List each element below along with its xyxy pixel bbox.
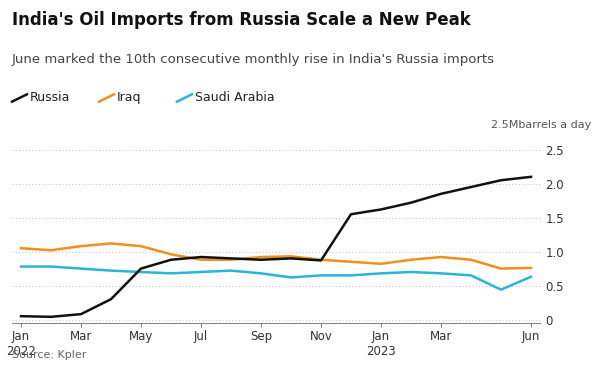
Text: 2.5Mbarrels a day: 2.5Mbarrels a day xyxy=(491,120,591,130)
Text: Russia: Russia xyxy=(30,91,70,104)
Text: Saudi Arabia: Saudi Arabia xyxy=(195,91,275,104)
Text: Source: Kpler: Source: Kpler xyxy=(12,350,86,360)
Text: Iraq: Iraq xyxy=(117,91,142,104)
Text: India's Oil Imports from Russia Scale a New Peak: India's Oil Imports from Russia Scale a … xyxy=(12,11,471,29)
Text: June marked the 10th consecutive monthly rise in India's Russia imports: June marked the 10th consecutive monthly… xyxy=(12,53,495,66)
